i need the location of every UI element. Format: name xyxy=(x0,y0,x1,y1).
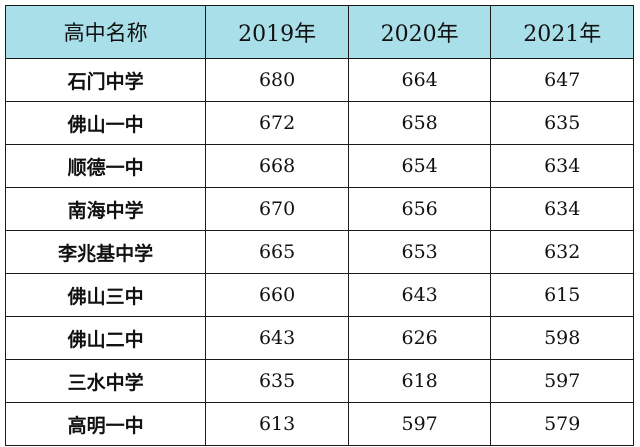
school-name-cell: 佛山三中 xyxy=(4,273,207,317)
school-name-cell: 李兆基中学 xyxy=(4,230,207,274)
score-2021-cell: 598 xyxy=(490,316,634,360)
header-row: 高中名称 2019年 2020年 2021年 xyxy=(4,5,634,59)
table-row: 李兆基中学 665 653 632 xyxy=(4,230,634,274)
score-2019-cell: 635 xyxy=(205,359,349,403)
score-2021-cell: 635 xyxy=(490,101,634,145)
table-row: 南海中学 670 656 634 xyxy=(4,187,634,231)
score-2020-cell: 664 xyxy=(347,58,492,102)
school-name-cell: 三水中学 xyxy=(4,359,207,403)
header-year-2021: 2021年 xyxy=(490,5,634,59)
table-row: 佛山三中 660 643 615 xyxy=(4,273,634,317)
table-row: 石门中学 680 664 647 xyxy=(4,58,634,102)
school-name-cell: 石门中学 xyxy=(4,58,207,102)
score-2019-cell: 680 xyxy=(205,58,349,102)
score-2020-cell: 656 xyxy=(347,187,492,231)
score-2019-cell: 670 xyxy=(205,187,349,231)
score-2019-cell: 613 xyxy=(205,402,349,446)
score-2021-cell: 615 xyxy=(490,273,634,317)
table-row: 佛山一中 672 658 635 xyxy=(4,101,634,145)
header-year-2020: 2020年 xyxy=(347,5,492,59)
score-2020-cell: 597 xyxy=(347,402,492,446)
score-2021-cell: 632 xyxy=(490,230,634,274)
score-2019-cell: 665 xyxy=(205,230,349,274)
table-row: 顺德一中 668 654 634 xyxy=(4,144,634,188)
school-name-cell: 南海中学 xyxy=(4,187,207,231)
score-2020-cell: 643 xyxy=(347,273,492,317)
score-2020-cell: 653 xyxy=(347,230,492,274)
table-body: 石门中学 680 664 647 佛山一中 672 658 635 顺德一中 668 654 634 南… xyxy=(4,58,634,446)
score-2021-cell: 597 xyxy=(490,359,634,403)
table-row: 佛山二中 643 626 598 xyxy=(4,316,634,360)
score-2021-cell: 634 xyxy=(490,187,634,231)
score-2020-cell: 658 xyxy=(347,101,492,145)
school-name-cell: 佛山一中 xyxy=(4,101,207,145)
score-2020-cell: 626 xyxy=(347,316,492,360)
score-2021-cell: 634 xyxy=(490,144,634,188)
table-row: 高明一中 613 597 579 xyxy=(4,402,634,446)
score-2021-cell: 579 xyxy=(490,402,634,446)
score-2020-cell: 654 xyxy=(347,144,492,188)
table-header: 高中名称 2019年 2020年 2021年 xyxy=(4,5,634,59)
school-name-cell: 顺德一中 xyxy=(4,144,207,188)
admission-score-table: 高中名称 2019年 2020年 2021年 石门中学 680 664 647 佛山一中… xyxy=(4,5,634,446)
score-2019-cell: 668 xyxy=(205,144,349,188)
score-2019-cell: 672 xyxy=(205,101,349,145)
school-name-cell: 佛山二中 xyxy=(4,316,207,360)
table-row: 三水中学 635 618 597 xyxy=(4,359,634,403)
school-name-cell: 高明一中 xyxy=(4,402,207,446)
score-2019-cell: 643 xyxy=(205,316,349,360)
score-2020-cell: 618 xyxy=(347,359,492,403)
header-year-2019: 2019年 xyxy=(205,5,349,59)
score-2019-cell: 660 xyxy=(205,273,349,317)
score-2021-cell: 647 xyxy=(490,58,634,102)
header-school-name: 高中名称 xyxy=(4,5,207,59)
